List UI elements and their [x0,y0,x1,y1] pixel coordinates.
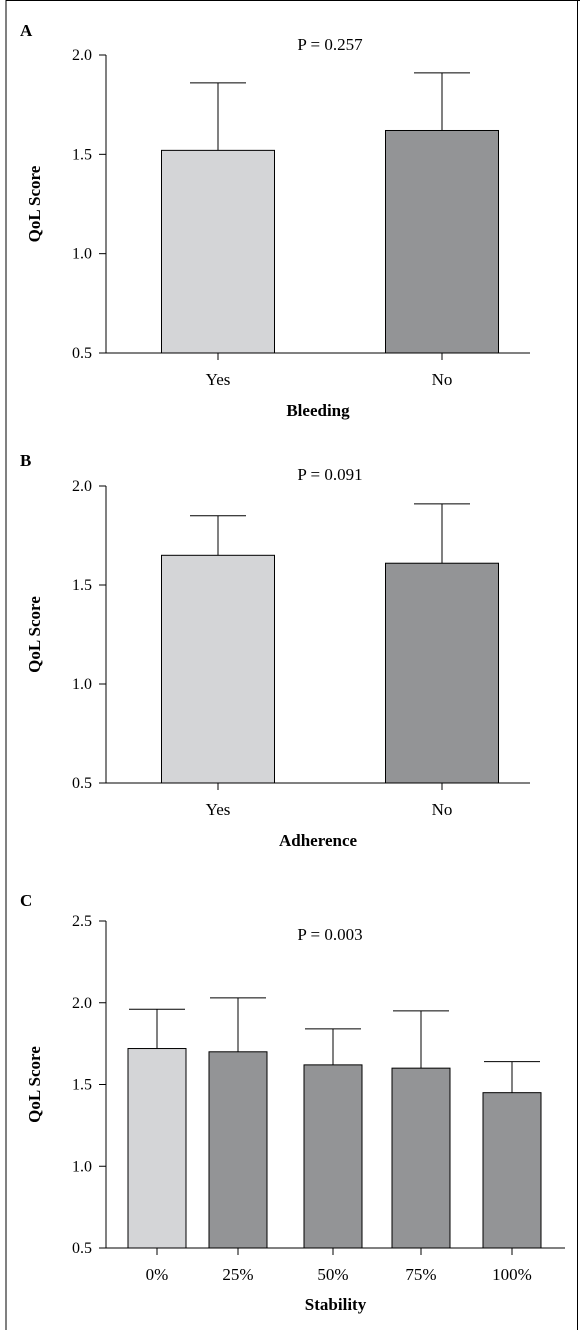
x-axis-title: Bleeding [286,401,350,420]
panel-letter: A [20,21,33,40]
bar-0pct [127,1048,187,1249]
p-value-annotation: P = 0.003 [297,925,362,944]
p-value-annotation: P = 0.091 [297,465,362,484]
bar-100pct [482,1092,542,1249]
y-tick-label: 1.0 [72,676,92,693]
bar-no [385,562,499,784]
bar-50pct [303,1064,363,1249]
panel-letter: C [20,891,32,910]
y-tick-label: 1.0 [72,1158,92,1175]
x-axis-title: Adherence [279,831,358,850]
y-tick-label: 1.0 [72,246,92,263]
panel-letter: B [20,451,31,470]
bar-yes [161,554,275,784]
p-value-annotation: P = 0.257 [297,35,363,54]
y-tick-label: 0.5 [72,1240,92,1257]
y-tick-label: 2.0 [72,47,92,64]
bar-no [385,129,499,354]
chart-panel-c: C P = 0.003 0.5 1.0 1.5 2.0 2.5 0% 25% 50% 75% 100%… [20,891,565,1314]
y-tick-label: 1.5 [72,1077,92,1094]
y-tick-label: 2.0 [72,995,92,1012]
x-tick-label: 100% [492,1265,532,1284]
y-axis-title: QoL Score [25,165,44,242]
bar-75pct [391,1067,451,1249]
chart-panel-a: A P = 0.257 0.5 1.0 1.5 2.0 Yes No Bleeding QoL S… [20,21,530,420]
y-axis-title: QoL Score [25,1046,44,1123]
chart-panel-b: B P = 0.091 0.5 1.0 1.5 2.0 Yes No Adherence QoL … [20,451,530,850]
x-tick-label: Yes [206,370,231,389]
y-tick-label: 0.5 [72,345,92,362]
bar-yes [161,149,275,354]
y-axis-title: QoL Score [25,596,44,673]
y-tick-label: 2.5 [72,913,92,930]
x-tick-label: 50% [317,1265,348,1284]
y-tick-label: 2.0 [72,478,92,495]
x-tick-label: 75% [405,1265,436,1284]
y-tick-label: 0.5 [72,775,92,792]
x-tick-label: Yes [206,800,231,819]
x-tick-label: No [432,370,453,389]
x-axis-title: Stability [305,1295,367,1314]
bar-25pct [208,1051,268,1249]
y-tick-label: 1.5 [72,577,92,594]
x-tick-label: No [432,800,453,819]
y-tick-label: 1.5 [72,146,92,163]
x-tick-label: 0% [146,1265,169,1284]
x-tick-label: 25% [222,1265,253,1284]
